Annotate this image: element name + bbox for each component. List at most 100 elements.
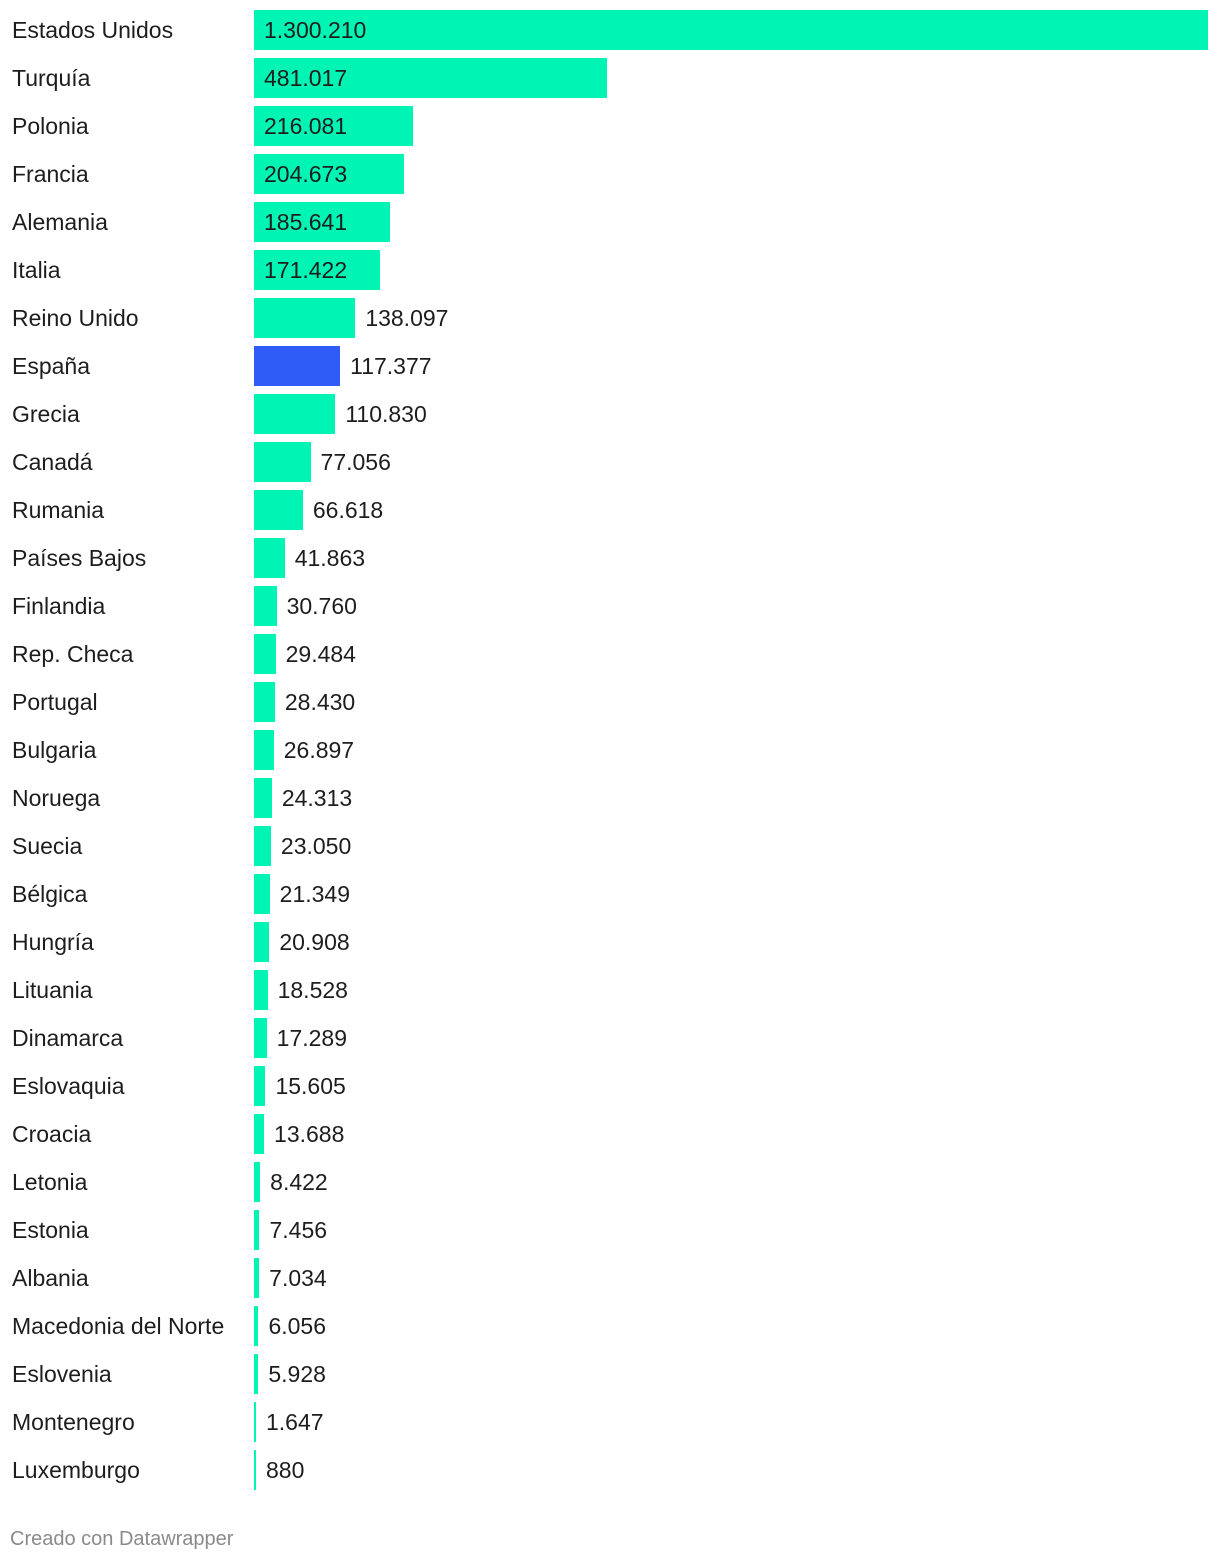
value-label: 185.641 xyxy=(264,209,348,235)
value-label: 204.673 xyxy=(264,161,348,187)
bar-row: Hungría 20.908 xyxy=(0,922,1220,962)
category-label: Bélgica xyxy=(12,881,88,907)
bar-row: Dinamarca 17.289 xyxy=(0,1018,1220,1058)
bar xyxy=(254,58,607,98)
bar-row: Polonia 216.081 xyxy=(0,106,1220,146)
bar xyxy=(254,154,405,194)
value-label: 171.422 xyxy=(264,257,348,283)
bar-row: Suecia 23.050 xyxy=(0,826,1220,866)
category-label: Estados Unidos xyxy=(12,17,174,43)
bar-row: Estados Unidos 1.300.210 xyxy=(0,10,1220,50)
value-label: 1.647 xyxy=(266,1409,324,1435)
value-label: 17.289 xyxy=(276,1025,348,1051)
value-label: 28.430 xyxy=(284,689,356,715)
bar-row: Bulgaria 26.897 xyxy=(0,730,1220,770)
value-label: 30.760 xyxy=(286,593,357,619)
bar xyxy=(254,826,271,866)
bar-row: Eslovaquia 15.605 xyxy=(0,1066,1220,1106)
category-label: Países Bajos xyxy=(12,545,147,571)
bar-row: Letonia 8.422 xyxy=(0,1162,1220,1202)
bar-row: Grecia 110.830 xyxy=(0,394,1220,434)
category-label: Rep. Checa xyxy=(12,641,134,667)
bar-row: España 117.377 xyxy=(0,346,1220,386)
bar xyxy=(254,298,356,338)
category-label: Finlandia xyxy=(12,593,106,619)
category-label: Suecia xyxy=(12,833,83,859)
bar-row: Portugal 28.430 xyxy=(0,682,1220,722)
bar xyxy=(254,586,277,626)
bar xyxy=(254,874,270,914)
bar-row: Lituania 18.528 xyxy=(0,970,1220,1010)
category-label: Albania xyxy=(12,1265,89,1291)
value-label: 110.830 xyxy=(345,401,427,427)
value-label: 20.908 xyxy=(279,929,350,955)
bar-row: Noruega 24.313 xyxy=(0,778,1220,818)
bar xyxy=(254,634,276,674)
value-label: 880 xyxy=(266,1457,305,1483)
category-label: Alemania xyxy=(12,209,108,235)
bar xyxy=(254,730,274,770)
category-label: Luxemburgo xyxy=(12,1457,140,1483)
bar-row: Rep. Checa 29.484 xyxy=(0,634,1220,674)
category-label: Croacia xyxy=(12,1121,92,1147)
bar-row: Francia 204.673 xyxy=(0,154,1220,194)
category-label: Lituania xyxy=(12,977,93,1003)
value-label: 21.349 xyxy=(279,881,351,907)
category-label: Dinamarca xyxy=(12,1025,124,1051)
bar xyxy=(254,106,413,146)
value-label: 26.897 xyxy=(283,737,355,763)
bar-row: Reino Unido 138.097 xyxy=(0,298,1220,338)
value-label: 77.056 xyxy=(320,449,391,475)
bar xyxy=(254,346,341,386)
category-label: Letonia xyxy=(12,1169,88,1195)
category-label: Francia xyxy=(12,161,89,187)
value-label: 7.034 xyxy=(269,1265,327,1291)
value-label: 24.313 xyxy=(281,785,353,811)
bar-row: Italia 171.422 xyxy=(0,250,1220,290)
footer-credit[interactable]: Creado con Datawrapper xyxy=(10,1528,234,1550)
bar-row: Rumania 66.618 xyxy=(0,490,1220,530)
category-label: Rumania xyxy=(12,497,105,523)
bar-chart: Estados Unidos 1.300.210 Turquía 481.017 Pol… xyxy=(0,10,1220,1490)
value-label: 13.688 xyxy=(274,1121,345,1147)
bar-row: Macedonia del Norte 6.056 xyxy=(0,1306,1220,1346)
category-label: España xyxy=(12,353,91,379)
bar xyxy=(254,682,275,722)
category-label: Portugal xyxy=(12,689,98,715)
bar-row: Luxemburgo 880 xyxy=(0,1450,1220,1490)
category-label: Canadá xyxy=(12,449,93,475)
category-label: Estonia xyxy=(12,1217,89,1243)
value-label: 6.056 xyxy=(268,1313,326,1339)
category-label: Eslovaquia xyxy=(12,1073,125,1099)
bar xyxy=(254,1162,261,1202)
bar xyxy=(254,442,311,482)
bar xyxy=(254,1402,256,1442)
value-label: 15.605 xyxy=(275,1073,346,1099)
value-label: 23.050 xyxy=(280,833,352,859)
value-label: 7.456 xyxy=(269,1217,328,1243)
bar xyxy=(254,1258,260,1298)
category-label: Montenegro xyxy=(12,1409,135,1435)
bar-row: Albania 7.034 xyxy=(0,1258,1220,1298)
bar-row: Finlandia 30.760 xyxy=(0,586,1220,626)
bar xyxy=(254,1306,259,1346)
bar-row: Turquía 481.017 xyxy=(0,58,1220,98)
bar xyxy=(254,10,1208,50)
value-label: 1.300.210 xyxy=(264,17,367,43)
value-label: 8.422 xyxy=(270,1169,328,1195)
value-label: 481.017 xyxy=(264,65,348,91)
category-label: Grecia xyxy=(12,401,80,427)
bar-row: Montenegro 1.647 xyxy=(0,1402,1220,1442)
category-label: Reino Unido xyxy=(12,305,139,331)
bar xyxy=(254,1114,265,1154)
bar xyxy=(254,922,270,962)
bar xyxy=(254,538,285,578)
bar-row: Países Bajos 41.863 xyxy=(0,538,1220,578)
category-label: Turquía xyxy=(12,65,91,91)
value-label: 138.097 xyxy=(365,305,449,331)
category-label: Hungría xyxy=(12,929,94,955)
category-label: Macedonia del Norte xyxy=(12,1313,225,1339)
bar xyxy=(254,778,272,818)
bar-row: Estonia 7.456 xyxy=(0,1210,1220,1250)
category-label: Eslovenia xyxy=(12,1361,112,1387)
